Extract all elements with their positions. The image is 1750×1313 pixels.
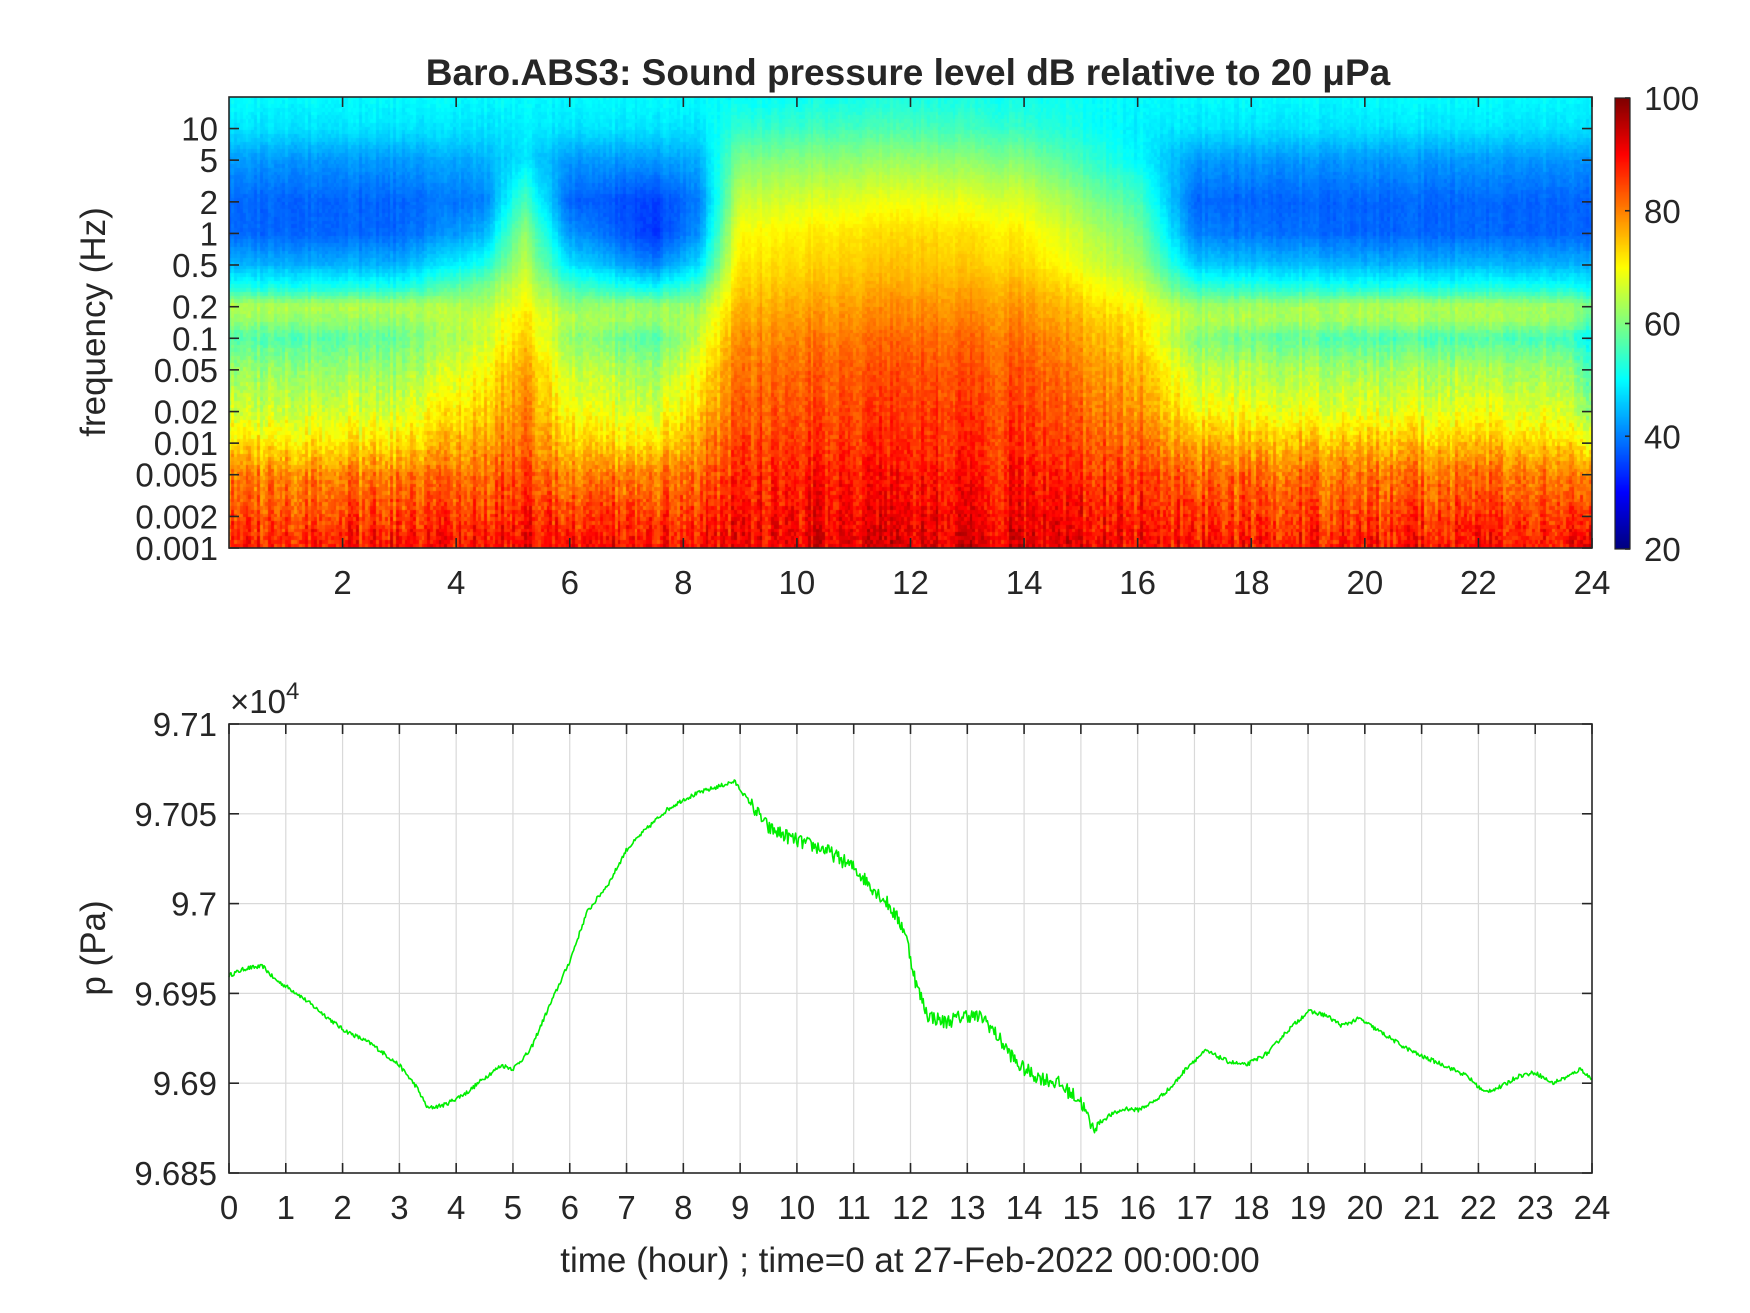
- spectrogram-xtick-label: 8: [674, 564, 692, 601]
- exponent-base: ×10: [230, 683, 286, 720]
- pressure-xtick-label: 1: [277, 1189, 295, 1226]
- pressure-xlabel: time (hour) ; time=0 at 27-Feb-2022 00:0…: [560, 1241, 1259, 1280]
- pressure-xtick-label: 16: [1119, 1189, 1156, 1226]
- spectrogram-xtick-label: 2: [333, 564, 351, 601]
- pressure-xtick-label: 14: [1006, 1189, 1043, 1226]
- spectrogram-xtick-label: 10: [779, 564, 816, 601]
- spectrogram-ytick-label: 2: [200, 184, 218, 221]
- spectrogram-ytick-label: 1: [200, 215, 218, 252]
- spectrogram-ytick-label: 0.5: [172, 247, 218, 284]
- spectrogram-ytick-label: 0.001: [135, 530, 218, 567]
- pressure-xtick-label: 6: [561, 1189, 579, 1226]
- pressure-xtick-label: 20: [1346, 1189, 1383, 1226]
- pressure-xtick-label: 9: [731, 1189, 749, 1226]
- pressure-xtick-label: 10: [779, 1189, 816, 1226]
- pressure-ylabel: p (Pa): [74, 900, 113, 995]
- pressure-grid: [229, 724, 1592, 1173]
- pressure-ticks: 0 1 2 3 4 5 6 7 8 9 10 11 12 13 14 15 16 17 18 19 20 21 22 23 24…: [134, 706, 1610, 1226]
- exponent-label: ×104: [230, 678, 299, 720]
- pressure-xtick-label: 11: [837, 1189, 871, 1226]
- pressure-ytick-label: 9.685: [134, 1155, 217, 1192]
- spectrogram-xtick-label: 6: [561, 564, 579, 601]
- spectrogram-xtick-label: 16: [1119, 564, 1156, 601]
- pressure-xtick-label: 17: [1176, 1189, 1213, 1226]
- pressure-xtick-label: 13: [949, 1189, 986, 1226]
- spectrogram-ytick-label: 5: [200, 142, 218, 179]
- colorbar-tick-label: 40: [1644, 418, 1681, 455]
- spectrogram-ytick-label: 10: [181, 111, 218, 148]
- colorbar-tick-label: 100: [1644, 80, 1699, 117]
- pressure-series-line: [228, 779, 1593, 1134]
- spectrogram-ytick-label: 0.02: [154, 394, 218, 431]
- spectrogram-ytick-label: 0.1: [172, 320, 218, 357]
- spectrogram-ylabel: frequency (Hz): [74, 207, 113, 437]
- spectrogram-xtick-label: 20: [1346, 564, 1383, 601]
- spectrogram-ytick-label: 0.01: [154, 425, 218, 462]
- pressure-xtick-label: 18: [1233, 1189, 1270, 1226]
- spectrogram-title: Baro.ABS3: Sound pressure level dB relat…: [426, 52, 1391, 93]
- pressure-xtick-label: 19: [1290, 1189, 1327, 1226]
- pressure-xtick-label: 8: [674, 1189, 692, 1226]
- spectrogram-ytick-label: 0.05: [154, 352, 218, 389]
- pressure-xtick-label: 22: [1460, 1189, 1497, 1226]
- pressure-xtick-label: 3: [390, 1189, 408, 1226]
- colorbar-ticks: 100 80 60 40 20: [1625, 80, 1699, 568]
- spectrogram-xtick-label: 12: [892, 564, 929, 601]
- pressure-ytick-label: 9.69: [153, 1065, 217, 1102]
- pressure-xtick-label: 2: [333, 1189, 351, 1226]
- colorbar: 100 80 60 40 20: [1614, 80, 1699, 568]
- pressure-xtick-label: 4: [447, 1189, 465, 1226]
- pressure-xtick-label: 7: [617, 1189, 635, 1226]
- pressure-ytick-label: 9.7: [171, 886, 217, 923]
- spectrogram-ytick-label: 0.002: [135, 498, 218, 535]
- spectrogram-image: [229, 97, 1592, 548]
- spectrogram-xtick-label: 4: [447, 564, 465, 601]
- pressure-xtick-label: 15: [1063, 1189, 1100, 1226]
- spectrogram-ticks: 2 4 6 8 10 12 14 16 18 20 22 24105210.50.20.10.050.…: [135, 97, 1610, 601]
- pressure-xtick-label: 21: [1403, 1189, 1440, 1226]
- pressure-ytick-label: 9.695: [134, 975, 217, 1012]
- colorbar-tick-label: 60: [1644, 306, 1681, 343]
- spectrogram-xtick-label: 24: [1574, 564, 1611, 601]
- pressure-xtick-label: 0: [220, 1189, 238, 1226]
- spectrogram-ytick-label: 0.005: [135, 457, 218, 494]
- pressure-panel: 0 1 2 3 4 5 6 7 8 9 10 11 12 13 14 15 16 17 18 19 20 21 22 23 24…: [134, 678, 1610, 1226]
- spectrogram-panel: 2 4 6 8 10 12 14 16 18 20 22 24105210.50.20.10.050.…: [135, 96, 1610, 601]
- spectrogram-ytick-label: 0.2: [172, 289, 218, 326]
- spectrogram-xtick-label: 18: [1233, 564, 1270, 601]
- pressure-xtick-label: 23: [1517, 1189, 1554, 1226]
- pressure-xtick-label: 12: [892, 1189, 929, 1226]
- colorbar-tick-label: 80: [1644, 193, 1681, 230]
- spectrogram-xtick-label: 14: [1006, 564, 1043, 601]
- colorbar-tick-label: 20: [1644, 531, 1681, 568]
- spectrogram-xtick-label: 22: [1460, 564, 1497, 601]
- pressure-xtick-label: 24: [1574, 1189, 1611, 1226]
- pressure-ytick-label: 9.705: [134, 796, 217, 833]
- pressure-ytick-label: 9.71: [153, 706, 217, 743]
- pressure-xtick-label: 5: [504, 1189, 522, 1226]
- exponent-power: 4: [286, 678, 299, 705]
